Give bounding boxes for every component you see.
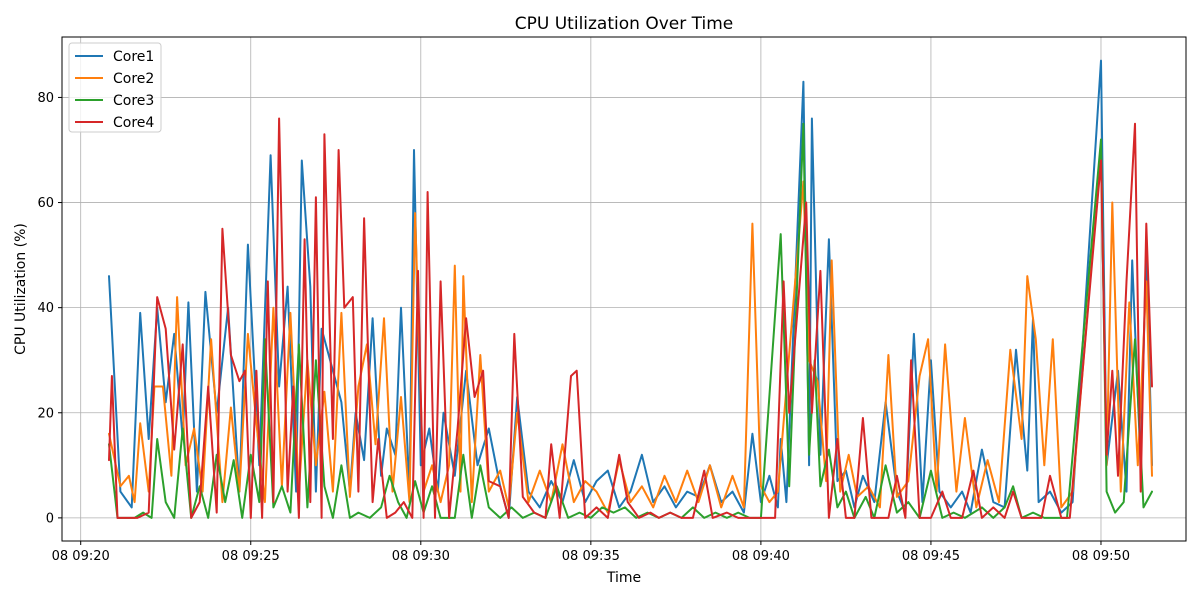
y-tick-label: 80: [37, 91, 54, 106]
plot-frame: [61, 36, 1187, 542]
y-tick-label: 0: [46, 511, 54, 526]
legend: Core1 Core2 Core3 Core4: [68, 42, 162, 133]
legend-label-core4: Core4: [113, 115, 154, 131]
gridlines: [62, 37, 1186, 541]
series-lines: [108, 59, 1153, 519]
y-axis-title: CPU Utilization (%): [13, 223, 29, 355]
legend-label-core3: Core3: [113, 93, 154, 109]
x-axis-title: Time: [606, 570, 641, 586]
y-tick-label: 20: [37, 406, 54, 421]
y-tick-label: 40: [37, 301, 54, 316]
legend-label-core2: Core2: [113, 71, 154, 87]
series-line-core4: [108, 117, 1153, 519]
chart-title: CPU Utilization Over Time: [515, 14, 733, 34]
axis-ticks: 08 09:20 08 09:25 08 09:30 08 09:35 08 09:40…: [37, 91, 1130, 564]
x-tick-label: 08 09:25: [222, 549, 280, 564]
x-tick-label: 08 09:40: [732, 549, 790, 564]
x-tick-label: 08 09:30: [392, 549, 450, 564]
legend-box: [68, 42, 162, 133]
x-tick-label: 08 09:50: [1072, 549, 1130, 564]
x-tick-label: 08 09:20: [52, 549, 110, 564]
legend-label-core1: Core1: [113, 49, 154, 65]
series-line-core2: [108, 149, 1153, 514]
y-tick-label: 60: [37, 196, 54, 211]
x-tick-label: 08 09:35: [562, 549, 620, 564]
x-tick-label: 08 09:45: [902, 549, 960, 564]
